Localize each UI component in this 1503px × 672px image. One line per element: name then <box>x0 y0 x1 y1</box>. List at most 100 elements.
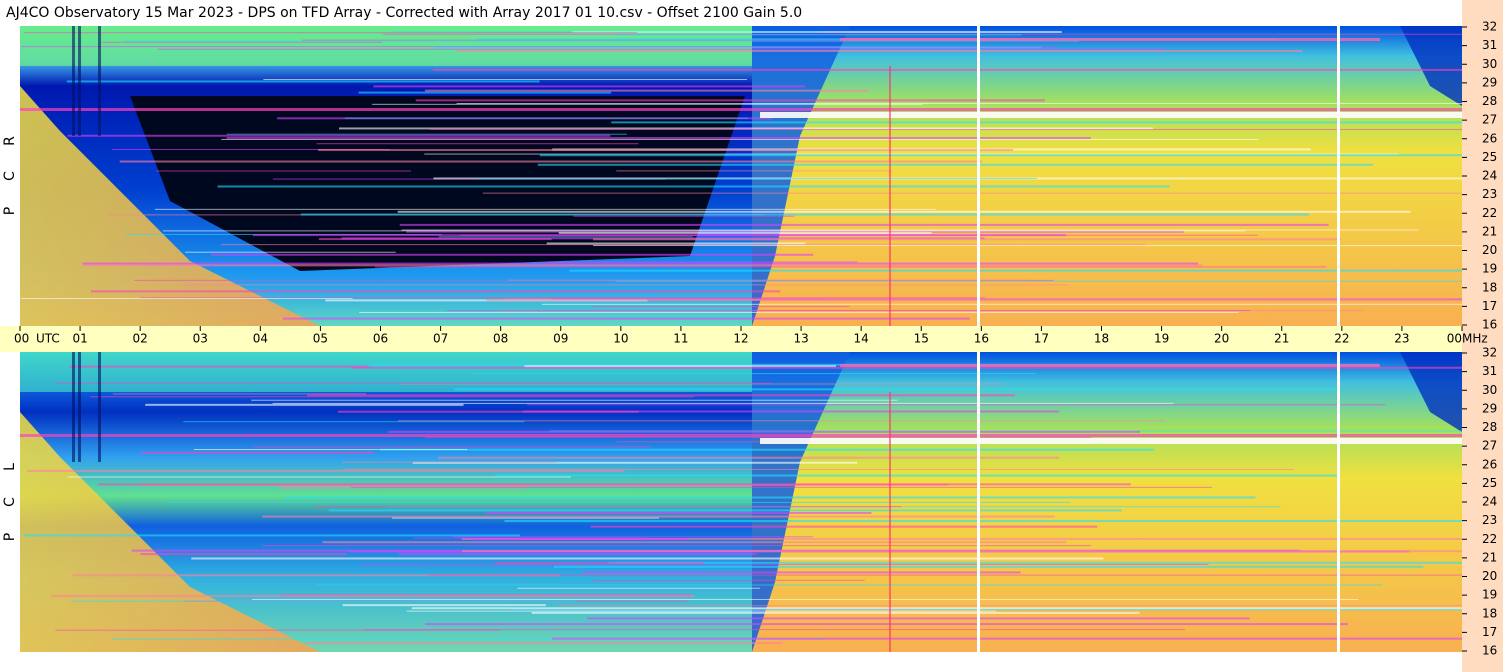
rfi-line <box>504 520 1462 523</box>
rfi-line <box>342 461 557 463</box>
freq-tick-label: 25 <box>1482 476 1497 490</box>
rfi-line <box>226 133 627 135</box>
rfi-line <box>262 545 1091 547</box>
rfi-line <box>67 134 611 137</box>
time-tick-label: 13 <box>793 332 808 346</box>
freq-tick-label: 30 <box>1482 383 1497 397</box>
rfi-line <box>328 509 1122 512</box>
rfi-line <box>390 31 822 33</box>
rfi-line <box>425 436 1092 438</box>
rfi-line <box>558 231 932 234</box>
title: AJ4CO Observatory 15 Mar 2023 - DPS on T… <box>6 5 802 21</box>
time-axis-strip <box>0 326 1462 352</box>
rfi-band <box>840 38 1380 41</box>
rfi-line <box>522 410 1060 413</box>
rfi-line <box>337 410 639 413</box>
freq-tick-label: 29 <box>1482 75 1497 89</box>
rfi-line <box>494 474 1338 477</box>
freq-tick-label: 20 <box>1482 569 1497 583</box>
rfi-line <box>358 91 611 94</box>
polarization-label: R <box>2 136 18 146</box>
freq-tick-label: 21 <box>1482 224 1497 238</box>
rfi-line <box>69 365 369 368</box>
time-tick-label: 21 <box>1274 332 1289 346</box>
rfi-line <box>374 266 1327 268</box>
rfi-line <box>55 629 500 631</box>
rfi-line <box>252 234 1067 237</box>
polarization-label: C <box>2 171 18 181</box>
time-tick-label: 23 <box>1394 332 1409 346</box>
rfi-line <box>539 154 1462 157</box>
rfi-line <box>411 607 1462 610</box>
rfi-line <box>473 538 688 541</box>
time-tick-label: 00 <box>14 332 29 346</box>
freq-tick-label: 32 <box>1482 346 1497 360</box>
freq-tick-label: 24 <box>1482 495 1497 509</box>
high-band-region <box>752 26 1462 326</box>
rfi-line <box>424 153 1399 155</box>
rfi-line <box>461 537 1462 540</box>
rfi-line <box>573 215 795 217</box>
freq-tick-label: 28 <box>1482 94 1497 108</box>
rfi-line <box>97 483 1131 486</box>
rfi-line <box>183 421 525 423</box>
time-tick-label: 19 <box>1154 332 1169 346</box>
rfi-band <box>20 434 1462 437</box>
rfi-line <box>82 264 1203 267</box>
rfi-line <box>316 143 639 145</box>
warm-wedge <box>20 412 320 652</box>
rfi-line <box>551 637 1462 640</box>
time-tick-label: 05 <box>313 332 328 346</box>
blue-wedge <box>752 352 850 652</box>
rfi-line <box>191 557 1104 560</box>
freq-tick-label: 22 <box>1482 206 1497 220</box>
freq-tick-label: 23 <box>1482 513 1497 527</box>
rfi-line <box>608 561 1462 564</box>
rfi-line <box>590 525 1098 528</box>
freq-tick-label: 20 <box>1482 243 1497 257</box>
freq-tick-label: 19 <box>1482 588 1497 602</box>
time-tick-label: 07 <box>433 332 448 346</box>
blue-corner <box>1400 352 1462 432</box>
rfi-line <box>55 382 772 384</box>
dark-streak <box>98 352 101 462</box>
rfi-line <box>158 48 1166 50</box>
rfi-line <box>350 366 1463 369</box>
freq-tick-label: 21 <box>1482 550 1497 564</box>
rfi-line <box>162 230 1245 232</box>
rfi-line <box>145 403 464 406</box>
spectrogram <box>20 26 1463 326</box>
rfi-line <box>508 279 1027 281</box>
rfi-line <box>318 149 1014 152</box>
rfi-line <box>112 148 391 150</box>
rfi-line <box>581 571 1021 574</box>
polarization-label: L <box>2 463 18 471</box>
unit-label: MHz <box>1462 332 1488 346</box>
time-tick-label: 08 <box>493 332 508 346</box>
rfi-line <box>119 160 983 163</box>
rfi-line <box>398 420 1166 422</box>
rfi-line <box>338 127 1154 130</box>
time-tick-label: 17 <box>1034 332 1049 346</box>
rfi-line <box>415 99 1045 102</box>
dark-streak <box>78 26 81 136</box>
time-tick-label: 18 <box>1094 332 1109 346</box>
rfi-line <box>262 515 1055 518</box>
rfi-line <box>322 541 1067 544</box>
rfi-line <box>51 594 695 597</box>
rfi-line <box>71 600 578 602</box>
rfi-line <box>456 102 1462 104</box>
rfi-line <box>524 365 837 368</box>
rfi-line <box>254 446 650 448</box>
dark-streak <box>72 26 75 136</box>
rfi-line <box>362 629 1185 631</box>
vertical-line <box>889 66 891 326</box>
rfi-line <box>397 210 1411 213</box>
rfi-line <box>406 230 1184 233</box>
rfi-line <box>82 262 1199 265</box>
rfi-line <box>593 245 1462 247</box>
rfi-line <box>380 448 1154 451</box>
freq-tick-label: 17 <box>1482 299 1497 313</box>
rfi-band <box>760 112 1462 118</box>
